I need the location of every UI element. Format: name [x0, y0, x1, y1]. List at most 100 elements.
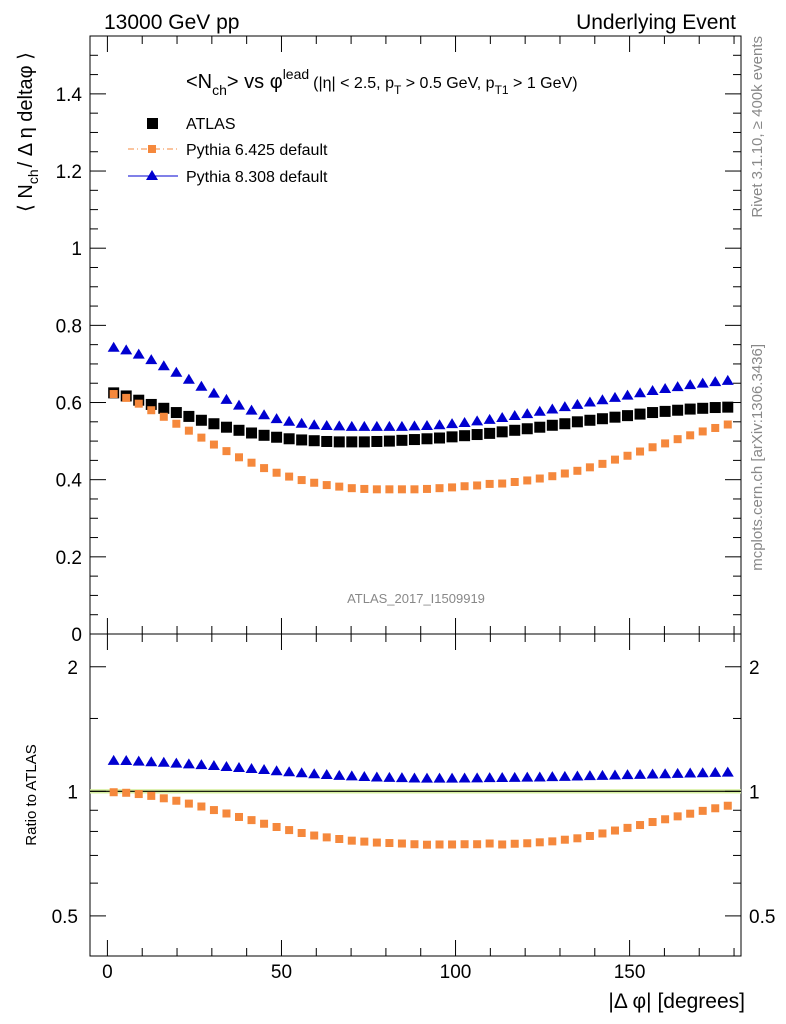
main-point-pythia-8-308-default	[333, 420, 346, 431]
main-point-atlas	[521, 423, 533, 435]
ratio-point-pythia-8-308-default	[245, 763, 258, 774]
main-point-pythia-8-308-default	[571, 398, 584, 409]
ratio-point-pythia-6-425-default	[435, 840, 444, 849]
ratio-point-pythia-8-308-default	[283, 766, 296, 777]
y-tick-label-ratio-right: 1	[749, 782, 760, 803]
main-point-atlas	[333, 436, 345, 448]
ratio-point-pythia-6-425-default	[410, 840, 419, 849]
main-point-pythia-6-425-default	[109, 390, 118, 399]
main-point-pythia-8-308-default	[383, 420, 396, 431]
ratio-point-pythia-8-308-default	[295, 767, 308, 778]
main-point-atlas	[421, 433, 433, 445]
y-tick-label-ratio-right: 0.5	[749, 907, 775, 928]
header-left: 13000 GeV pp	[104, 11, 239, 34]
main-point-pythia-6-425-default	[184, 426, 193, 435]
ratio-point-pythia-6-425-default	[310, 831, 319, 840]
analysis-id: ATLAS_2017_I1509919	[347, 591, 485, 606]
ratio-point-pythia-8-308-default	[145, 756, 158, 767]
y-tick-label-main: 1.2	[56, 162, 82, 183]
main-point-pythia-6-425-default	[535, 474, 544, 483]
ratio-point-pythia-8-308-default	[696, 767, 709, 778]
ratio-point-pythia-8-308-default	[446, 772, 459, 783]
ratio-point-pythia-6-425-default	[260, 819, 269, 828]
y-axis-label-main: ⟨ Nch/ Δ η deltaφ ⟩	[15, 52, 41, 212]
ratio-point-pythia-8-308-default	[395, 772, 408, 783]
y-axis-label-ratio: Ratio to ATLAS	[23, 744, 40, 845]
ratio-point-pythia-8-308-default	[220, 760, 233, 771]
main-point-pythia-6-425-default	[397, 485, 406, 494]
main-point-pythia-6-425-default	[209, 440, 218, 449]
main-point-pythia-8-308-default	[220, 393, 233, 404]
x-tick-label: 100	[440, 962, 472, 983]
main-point-pythia-8-308-default	[395, 420, 408, 431]
main-point-pythia-6-425-default	[460, 482, 469, 491]
ratio-point-pythia-8-308-default	[621, 769, 634, 780]
y-tick-label-main: 0.6	[56, 394, 82, 415]
main-point-pythia-8-308-default	[646, 384, 659, 395]
ratio-point-pythia-6-425-default	[209, 806, 218, 815]
header-right: Underlying Event	[576, 11, 736, 34]
main-point-atlas	[296, 434, 308, 446]
main-point-pythia-6-425-default	[510, 477, 519, 486]
ratio-point-pythia-6-425-default	[184, 799, 193, 808]
ratio-point-pythia-6-425-default	[623, 823, 632, 832]
main-point-atlas	[170, 407, 182, 419]
main-point-pythia-8-308-default	[145, 354, 158, 365]
y-tick-label-main: 1	[71, 239, 82, 260]
ratio-point-pythia-6-425-default	[548, 837, 557, 846]
ratio-point-pythia-6-425-default	[147, 791, 156, 800]
x-tick-label: 0	[102, 962, 113, 983]
ratio-point-pythia-6-425-default	[598, 829, 607, 838]
main-point-pythia-6-425-default	[272, 468, 281, 477]
ratio-point-pythia-6-425-default	[372, 838, 381, 847]
main-point-pythia-8-308-default	[170, 366, 183, 377]
main-point-atlas	[308, 435, 320, 447]
main-point-pythia-6-425-default	[360, 484, 369, 493]
main-point-pythia-6-425-default	[598, 459, 607, 468]
ratio-point-pythia-8-308-default	[408, 772, 421, 783]
y-tick-label-main: 0.4	[56, 471, 83, 492]
main-point-pythia-6-425-default	[372, 485, 381, 494]
main-point-pythia-6-425-default	[610, 455, 619, 464]
main-point-pythia-6-425-default	[435, 484, 444, 493]
main-point-pythia-8-308-default	[696, 377, 709, 388]
ratio-point-pythia-8-308-default	[345, 770, 358, 781]
main-point-pythia-6-425-default	[134, 399, 143, 408]
main-point-pythia-6-425-default	[285, 472, 294, 481]
ratio-point-pythia-8-308-default	[170, 757, 183, 768]
ratio-point-pythia-8-308-default	[458, 772, 471, 783]
main-point-atlas	[609, 411, 621, 423]
main-point-atlas	[283, 433, 295, 445]
main-point-pythia-6-425-default	[636, 447, 645, 456]
plot-title: <Nch> vs φlead(|η| < 2.5, pT > 0.5 GeV, …	[186, 66, 578, 98]
main-point-pythia-8-308-default	[132, 348, 145, 359]
main-point-pythia-6-425-default	[422, 484, 431, 493]
ratio-point-pythia-8-308-default	[608, 769, 621, 780]
main-point-pythia-8-308-default	[120, 344, 133, 355]
main-point-pythia-8-308-default	[583, 396, 596, 407]
main-point-pythia-6-425-default	[573, 466, 582, 475]
ratio-point-pythia-8-308-default	[558, 770, 571, 781]
main-point-pythia-6-425-default	[335, 482, 344, 491]
legend-marker-atlas	[147, 118, 158, 129]
ratio-point-pythia-6-425-default	[573, 834, 582, 843]
main-point-pythia-6-425-default	[172, 419, 181, 428]
main-point-pythia-8-308-default	[245, 404, 258, 415]
main-series-group	[107, 341, 734, 494]
ratio-point-pythia-8-308-default	[207, 760, 220, 771]
main-point-pythia-6-425-default	[686, 431, 695, 440]
ratio-point-pythia-8-308-default	[433, 772, 446, 783]
main-point-pythia-8-308-default	[107, 341, 120, 352]
ratio-point-pythia-6-425-default	[460, 840, 469, 849]
main-point-atlas	[546, 419, 558, 431]
main-point-pythia-8-308-default	[195, 380, 208, 391]
ratio-point-pythia-6-425-default	[523, 839, 532, 848]
ratio-point-pythia-6-425-default	[322, 833, 331, 842]
ratio-point-pythia-6-425-default	[610, 826, 619, 835]
legend: ATLAS Pythia 6.425 default Pythia 8.308 …	[128, 116, 328, 186]
ratio-point-pythia-6-425-default	[498, 840, 507, 849]
y-tick-label-main: 1.4	[56, 85, 83, 106]
main-point-pythia-8-308-default	[596, 394, 609, 405]
main-point-atlas	[145, 398, 157, 410]
main-point-atlas	[559, 418, 571, 430]
